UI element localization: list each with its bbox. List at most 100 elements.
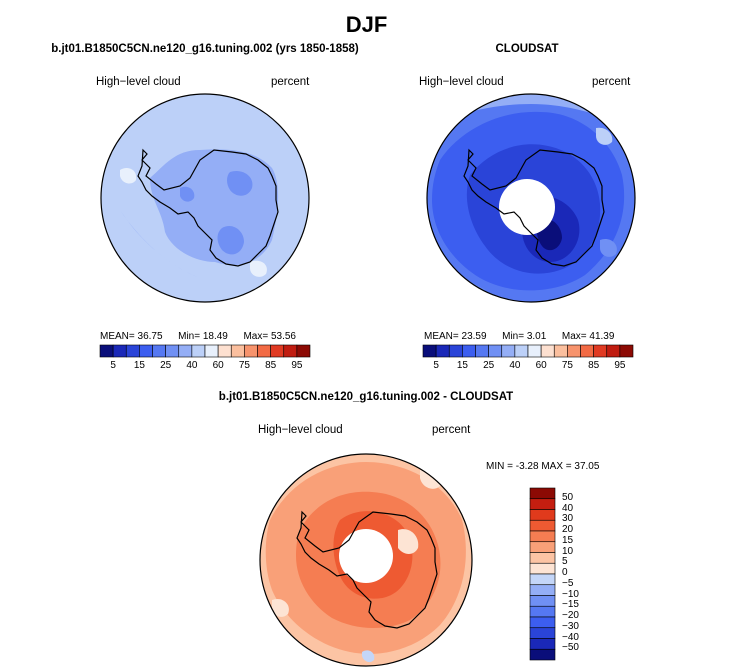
panel3-antarctica-outline [296, 510, 438, 629]
panel3-colorbar-tick-label: 15 [562, 534, 574, 546]
panel2-colorbar-tick-label: 15 [456, 360, 468, 371]
panel2-colorbar-box [448, 344, 463, 358]
panel2-map-border [426, 93, 636, 303]
panel2-colorbar-box [593, 344, 608, 358]
panel3-map-border [259, 453, 473, 667]
panel2-units-label: percent [592, 76, 631, 88]
panel1-colorbar-tick-label: 5 [110, 360, 116, 371]
panel3-colorbar-tick-label: −20 [562, 610, 579, 621]
panel1-colorbar-box [270, 344, 285, 358]
panel3-colorbar-tick-label: −30 [562, 620, 579, 632]
panel3-colorbar-box [529, 573, 556, 586]
panel3-units-label: percent [432, 424, 471, 436]
panel1-colorbar-box [283, 344, 298, 358]
panel2-colorbar-box [422, 344, 437, 358]
panel1-colorbar-box [178, 344, 193, 358]
panel3-colorbar-box [529, 584, 556, 596]
panel3-colorbar-tick-label: −10 [562, 588, 579, 600]
panel3-colorbar-tick-label: 50 [562, 491, 574, 503]
panel2-colorbar-box [488, 344, 503, 358]
panel1-colorbar-box [99, 344, 114, 358]
panel3-max-label: MAX = [541, 461, 572, 472]
panel3-colorbar-tick-label: −15 [562, 599, 579, 611]
panel2-colorbar-tick-label: 85 [588, 360, 600, 371]
panel2-map [426, 93, 636, 303]
panel1-colorbar-box [204, 344, 219, 358]
panel2-colorbar-box [514, 344, 529, 358]
panel1-colorbar-box [112, 344, 127, 358]
panel3-stats: MIN = -3.28 MAX = 37.05 [486, 461, 599, 472]
panel1-colorbar [99, 344, 311, 358]
panel1-colorbar-box [244, 344, 258, 358]
panel2-colorbar-box [540, 344, 555, 358]
panel3-colorbar-box [529, 552, 556, 564]
panel1-colorbar-box [191, 344, 206, 358]
panel1-colorbar-box [152, 344, 166, 358]
panel3-colorbar-tick-label: 0 [562, 567, 568, 578]
panel1-field-contour [120, 168, 137, 184]
panel3-colorbar-box [529, 498, 556, 510]
panel1-colorbar-tick-label: 15 [133, 360, 145, 371]
panel3-colorbar-tick-label: 5 [562, 556, 568, 568]
panel3-min-value: -3.28 [515, 461, 539, 472]
panel1-colorbar-box [257, 344, 271, 358]
panel2-min-value: 3.01 [526, 331, 547, 342]
panel2-field-contour [596, 127, 613, 145]
panel2-colorbar-box [527, 344, 542, 358]
figure-title: DJF [345, 12, 388, 37]
panel3-colorbar-tick-label: 10 [562, 545, 574, 557]
panel3-min-label: MIN = [486, 461, 513, 472]
panel2-colorbar-tick-label: 5 [433, 360, 439, 371]
panel3-colorbar-tick-label: 30 [562, 513, 574, 525]
panel1-variable-label: High−level cloud [96, 76, 181, 88]
panel1-max-value: 53.56 [270, 331, 296, 342]
panel2-colorbar-box [475, 344, 489, 358]
panel3-variable-label: High−level cloud [258, 424, 343, 436]
panel3-field-contour [362, 650, 375, 663]
panel3-colorbar-box [529, 541, 556, 553]
panel1-stats: MEAN= 36.75 Min= 18.49 Max= 53.56 [100, 331, 296, 342]
panel2-variable-label: High−level cloud [419, 76, 504, 88]
panel3-max-value: 37.05 [574, 461, 600, 472]
panel3-colorbar-box [529, 487, 556, 500]
panel2-mean-value: 23.59 [461, 331, 487, 342]
panel3-title: b.jt01.B1850C5CN.ne120_g16.tuning.002 - … [218, 391, 514, 403]
panel2-colorbar-box [435, 344, 450, 358]
panel1-field-contour [217, 225, 244, 255]
panel1-colorbar-tick-label: 25 [160, 360, 172, 371]
panel2-colorbar-tick-label: 25 [483, 360, 495, 371]
panel1-colorbar-tick-label: 85 [265, 360, 277, 371]
panel3-colorbar-tick-label: −5 [562, 577, 574, 589]
panel1-min-label: Min= [178, 331, 201, 342]
panel1-colorbar-box [139, 344, 153, 358]
panel2-title: CLOUDSAT [495, 43, 559, 55]
panel1-field-contour [180, 186, 195, 202]
panel3-colorbar-box [529, 627, 556, 639]
panel2-colorbar-tick-label: 60 [535, 360, 547, 371]
panel1-colorbar-box [230, 344, 245, 358]
panel2-colorbar-box [553, 344, 568, 358]
panel3-colorbar-box [529, 509, 556, 521]
panel2-colorbar-tick-label: 40 [509, 360, 521, 371]
panel3-colorbar-tick-label: −50 [562, 642, 579, 654]
panel1-units-label: percent [271, 76, 310, 88]
panel3-missing-data-hole [339, 529, 393, 583]
panel2-stats: MEAN= 23.59 Min= 3.01 Max= 41.39 [424, 331, 614, 342]
panel1-min-value: 18.49 [202, 331, 228, 342]
panel3-colorbar-box [529, 530, 556, 543]
panel1-mean-value: 36.75 [137, 331, 163, 342]
panel3-colorbar-tick-label: 20 [562, 524, 574, 535]
panel2-missing-data-hole [499, 179, 555, 235]
panel3-colorbar [529, 487, 556, 661]
panel1-title: b.jt01.B1850C5CN.ne120_g16.tuning.002 (y… [51, 43, 359, 55]
panel1-max-label: Max= [243, 331, 269, 342]
panel1-field-contour [250, 260, 267, 277]
panel1-mean-label: MEAN= [100, 331, 135, 342]
panel2-colorbar-box [619, 344, 634, 358]
panel3-colorbar-box [529, 638, 556, 650]
panel1-colorbar-tick-label: 60 [212, 360, 224, 371]
panel3-field-contour [398, 529, 419, 554]
panel2-colorbar-box [580, 344, 594, 358]
panel1-colorbar-tick-label: 95 [291, 360, 303, 371]
